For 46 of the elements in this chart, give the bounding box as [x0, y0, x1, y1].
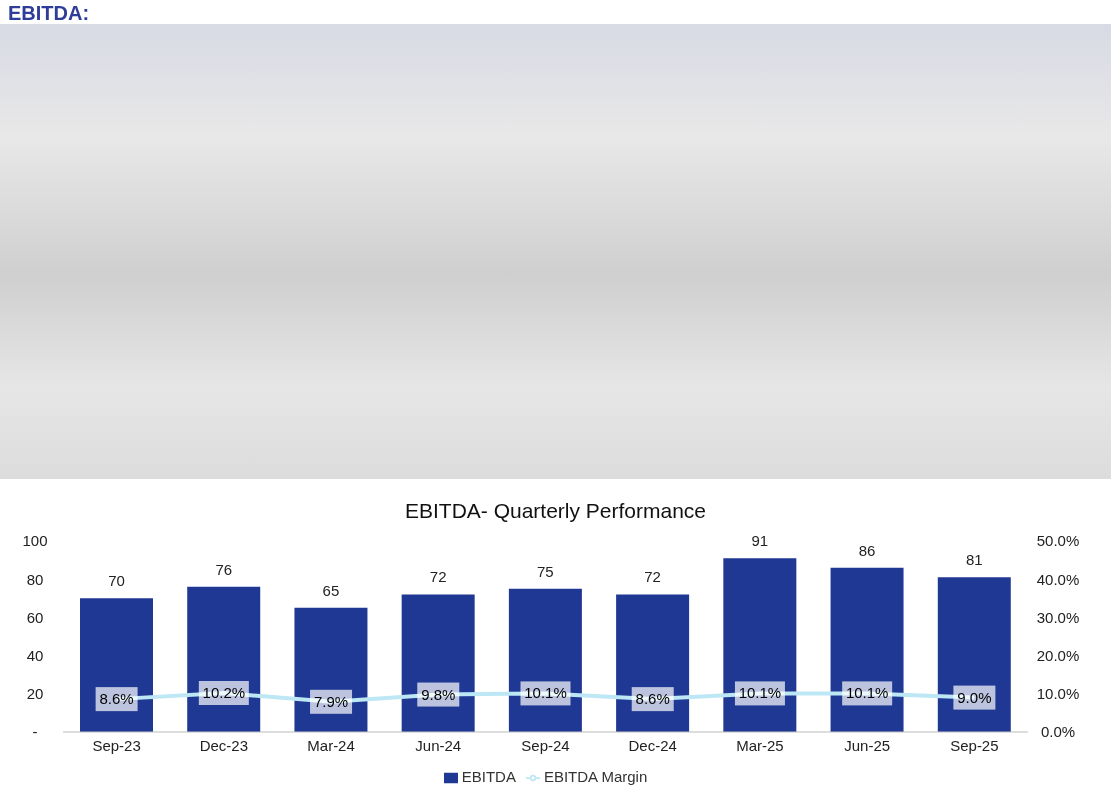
x-tick-label: Sep-25	[950, 736, 999, 754]
bar	[80, 598, 153, 732]
y-tick-label: -	[32, 723, 38, 741]
data-label: 81	[965, 551, 983, 569]
data-label: 72	[644, 568, 661, 586]
data-label: 65	[322, 581, 340, 599]
y2-tick-label: 50.0%	[1036, 532, 1080, 550]
y-tick-label: 80	[26, 570, 44, 588]
x-tick-label: Sep-24	[521, 736, 570, 754]
x-tick-label: Jun-24	[415, 736, 462, 754]
data-label: 72	[429, 568, 447, 586]
x-tick-label: Sep-23	[92, 736, 141, 754]
y-tick-label: 20	[26, 685, 44, 703]
x-tick-label: Jun-25	[844, 736, 891, 754]
data-label: 70	[108, 572, 125, 590]
x-tick-label: Dec-24	[628, 736, 677, 754]
y2-tick-label: 0.0%	[1040, 723, 1076, 741]
chart-subtitle: EBITDA- Quarterly Performance	[403, 499, 708, 523]
y-tick-label: 40	[26, 646, 44, 664]
bar	[616, 594, 690, 732]
bar	[508, 588, 582, 732]
y-tick-label: 100	[22, 532, 48, 550]
data-label: 76	[215, 560, 233, 578]
data-label: 10.2%	[202, 684, 246, 702]
legend-label: EBITDA Margin	[543, 767, 648, 785]
y2-tick-label: 30.0%	[1036, 608, 1080, 626]
y2-tick-label: 40.0%	[1036, 570, 1080, 588]
legend-label: EBITDA	[461, 767, 516, 785]
bar	[830, 567, 904, 732]
data-label: 91	[751, 532, 769, 550]
chart-title: EBITDA:	[8, 2, 91, 24]
y2-tick-label: 20.0%	[1036, 646, 1080, 664]
bar	[723, 558, 797, 732]
data-label: 75	[537, 562, 554, 580]
bar	[401, 594, 475, 732]
bar	[187, 586, 261, 732]
y2-tick-label: 10.0%	[1036, 685, 1080, 703]
x-tick-label: Mar-24	[307, 736, 355, 754]
bar	[937, 577, 1011, 732]
y-tick-label: 60	[26, 608, 44, 626]
x-tick-label: Mar-25	[736, 736, 784, 754]
data-label: 86	[858, 541, 876, 559]
data-label: 10.1%	[738, 684, 782, 702]
data-label: 10.1%	[524, 684, 567, 702]
x-tick-label: Dec-23	[199, 736, 249, 754]
data-label: 10.1%	[845, 684, 889, 702]
